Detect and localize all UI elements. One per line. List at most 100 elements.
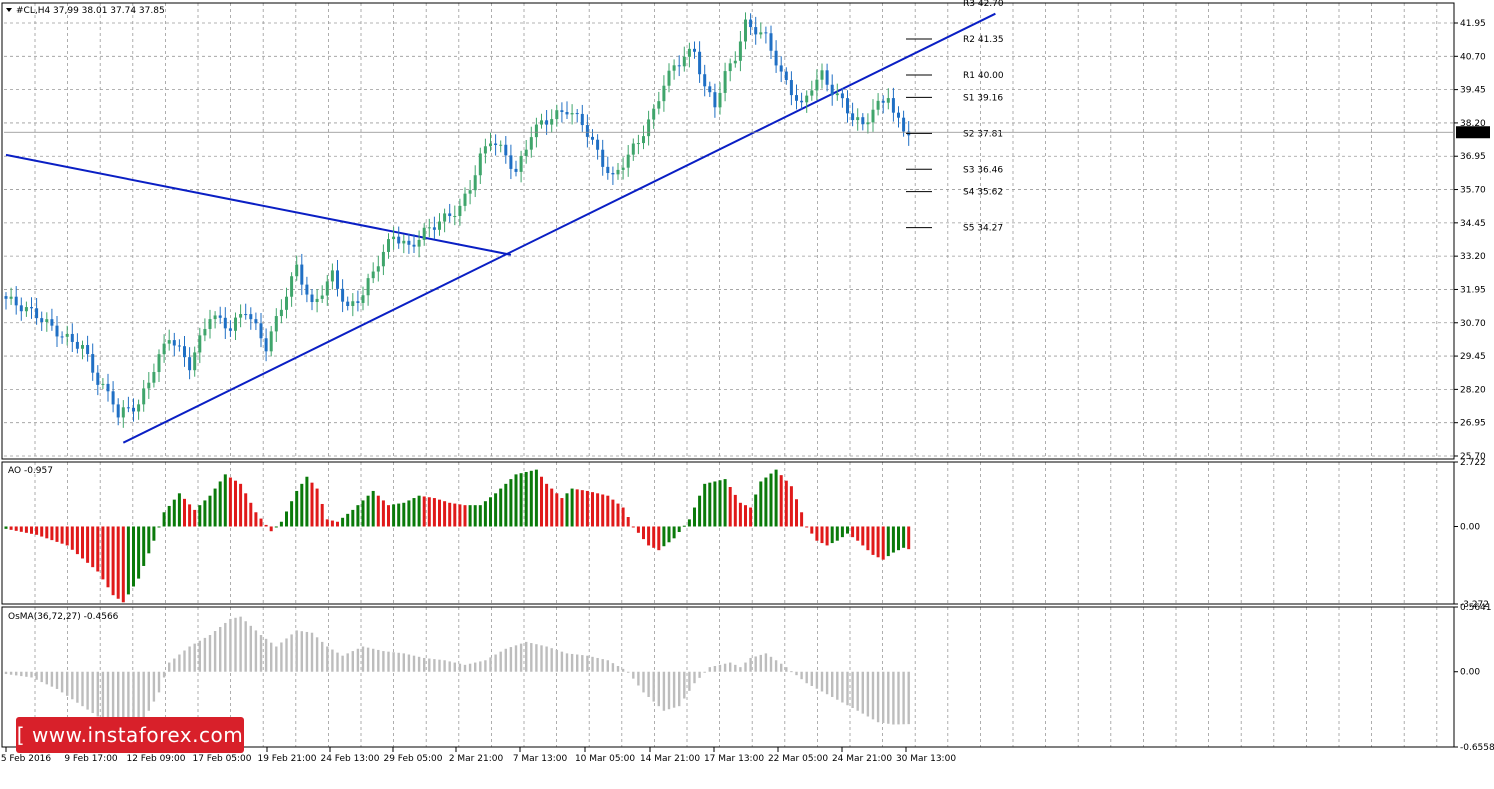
candle-body xyxy=(147,382,151,389)
candle-body xyxy=(779,65,783,72)
osma-bar xyxy=(111,671,115,726)
osma-bar xyxy=(387,651,390,672)
candle-body xyxy=(438,221,441,230)
osma-bar xyxy=(504,648,507,672)
ao-bar xyxy=(315,488,319,527)
candle-body xyxy=(846,98,849,114)
ao-bar xyxy=(585,490,589,527)
candle-body xyxy=(397,236,401,244)
y-tick-label: 30.70 xyxy=(1460,319,1486,329)
candle-body xyxy=(534,124,538,138)
ao-bar xyxy=(876,526,880,558)
candle-body xyxy=(805,95,809,103)
ao-bar xyxy=(320,503,324,527)
candle-body xyxy=(325,281,329,296)
osma-bar xyxy=(683,671,686,699)
candle-body xyxy=(555,110,559,120)
osma-bar xyxy=(499,651,502,672)
candle-body xyxy=(40,318,44,323)
ao-bar xyxy=(570,488,574,527)
osma-bar xyxy=(866,671,870,717)
ao-bar xyxy=(279,521,283,527)
x-tick-label: 9 Feb 17:00 xyxy=(64,754,118,764)
osma-bar xyxy=(876,671,880,723)
candle-body xyxy=(116,404,120,418)
ao-bar xyxy=(744,505,747,527)
candle-body xyxy=(800,100,804,103)
ao-bar xyxy=(126,526,130,595)
x-tick-label: 2 Mar 21:00 xyxy=(449,754,504,764)
trendlines xyxy=(5,12,996,444)
osma-bar xyxy=(678,671,681,707)
price-chart[interactable]: R3 42.70 R2 41.35 R1 40.00 S1 39.16 S2 37.81… xyxy=(0,0,1494,768)
ao-bar xyxy=(228,477,232,527)
osma-bar xyxy=(769,656,773,672)
candle-body xyxy=(478,153,482,176)
osma-bar xyxy=(377,649,380,672)
candle-body xyxy=(708,86,712,93)
candle-body xyxy=(835,93,839,96)
ao-bar xyxy=(881,526,885,560)
osma-bar xyxy=(836,671,839,700)
candle-body xyxy=(585,125,589,137)
candle-body xyxy=(86,345,90,355)
candle-body xyxy=(193,352,197,371)
x-tick-label: 14 Mar 21:00 xyxy=(640,754,700,764)
ao-bar xyxy=(795,499,798,527)
candle-body xyxy=(723,71,727,93)
panel-frame xyxy=(1,2,1455,460)
candle-body xyxy=(234,317,237,331)
candle-body xyxy=(208,319,212,329)
osma-bar xyxy=(50,671,54,687)
osma-bar xyxy=(122,671,125,730)
symbol-header: #CL,H4 37,99 38.01 37.74 37.85 xyxy=(16,6,165,16)
ao-bar xyxy=(132,526,135,587)
candle-body xyxy=(432,227,436,230)
ao-bar xyxy=(177,493,181,527)
current-price-tag xyxy=(1456,126,1490,139)
candle-body xyxy=(290,276,294,297)
osma-bar xyxy=(805,671,808,684)
ao-bar xyxy=(815,526,819,541)
ao-bar xyxy=(422,496,426,527)
instaforex-watermark[interactable]: [ www.instaforex.com ] xyxy=(16,717,244,783)
osma-bar xyxy=(606,660,609,672)
ao-bar xyxy=(647,526,651,546)
candle-body xyxy=(274,316,278,332)
y-tick-label: 34.45 xyxy=(1460,219,1486,229)
candle-body xyxy=(172,340,176,346)
osma-bar xyxy=(693,671,696,684)
ao-bar xyxy=(631,526,635,528)
ao-bar xyxy=(203,500,207,527)
ao-bar xyxy=(504,483,508,527)
osma-bar xyxy=(310,632,314,672)
grid xyxy=(4,3,1454,747)
osma-bar xyxy=(861,671,864,714)
osma-bar xyxy=(718,664,722,672)
osma-bar xyxy=(576,654,579,672)
ao-bar xyxy=(239,483,243,527)
osma-bar xyxy=(530,643,533,672)
pivot-label: R3 42.70 xyxy=(963,0,1004,9)
candle-body xyxy=(667,70,671,86)
candle-body xyxy=(407,240,411,245)
ao-bar xyxy=(432,498,436,527)
osma-bar xyxy=(591,656,594,672)
osma-bar xyxy=(739,667,742,672)
candle-body xyxy=(509,155,513,169)
osma-bar xyxy=(555,649,558,672)
osma-bar xyxy=(856,671,859,711)
candle-body xyxy=(239,314,243,318)
ao-bar xyxy=(789,486,793,527)
osma-bar xyxy=(479,661,482,672)
ao-bar xyxy=(295,490,299,527)
osma-bar xyxy=(642,671,645,693)
ao-bar xyxy=(249,502,253,527)
candle-body xyxy=(157,354,161,373)
osma-bar xyxy=(20,671,23,677)
candle-body xyxy=(642,136,645,144)
candle-body xyxy=(545,120,549,125)
x-tick-label: 5 Feb 2016 xyxy=(1,754,52,764)
ao-bar xyxy=(805,526,809,528)
osma-title: OsMA(36,72,27) -0.4566 xyxy=(8,612,119,622)
